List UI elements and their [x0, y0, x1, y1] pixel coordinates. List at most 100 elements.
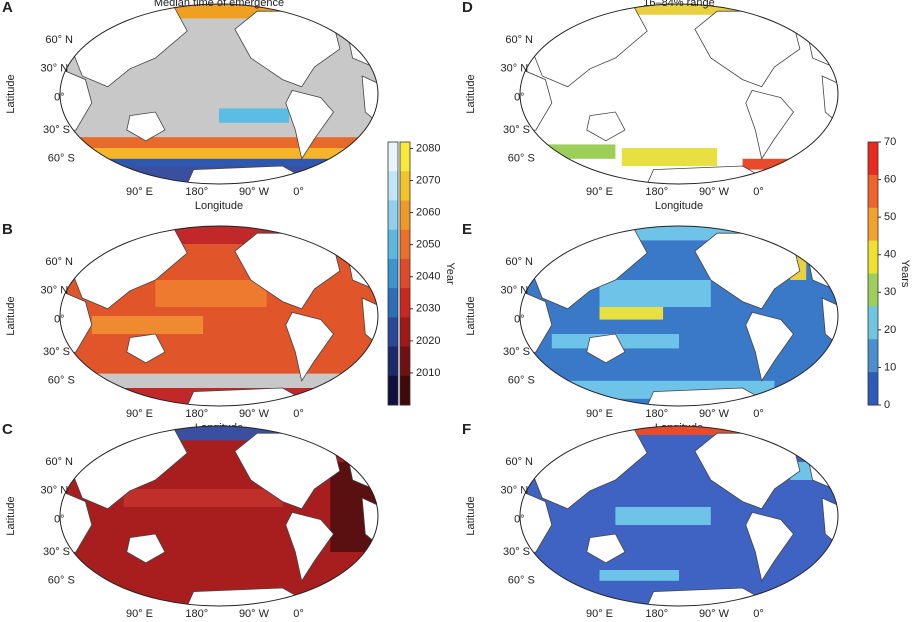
map-panel: A Median time of emergence 60° N 30° N 0° 30°…	[2, 0, 379, 212]
lon-tick-label: 90° E	[126, 608, 153, 617]
map	[60, 226, 378, 406]
colorbar-swatch	[868, 339, 878, 373]
colorbar-swatch	[868, 372, 878, 406]
colorbar-tick-label: 10	[884, 361, 896, 373]
colorbar-swatch	[400, 346, 410, 377]
colorbar-tick-label: 2040	[416, 271, 440, 283]
ocean-region	[599, 280, 711, 307]
lon-tick-label: 0°	[753, 608, 764, 617]
lat-tick-label: 30° N	[41, 285, 69, 297]
continent	[361, 297, 378, 346]
lon-tick-label: 90° W	[699, 408, 730, 420]
map	[520, 426, 838, 606]
y-axis-label: Latitude	[5, 296, 17, 335]
colorbar-tick-label: 0	[884, 399, 890, 411]
panel-title: Median time of emergence	[154, 0, 284, 9]
panel-label: A	[2, 0, 13, 16]
lon-tick-label: 90° W	[239, 608, 270, 617]
panel-label: C	[2, 421, 13, 438]
lat-tick-label: 0°	[54, 314, 65, 326]
ocean-region	[599, 307, 664, 320]
ocean-region	[60, 373, 378, 388]
x-axis-label: Longitude	[655, 200, 703, 212]
continent	[361, 75, 378, 124]
colorbar-label: Year	[444, 262, 456, 285]
lon-tick-label: 90° W	[699, 186, 730, 198]
ocean-region	[742, 158, 791, 170]
colorbar-swatch	[400, 258, 410, 289]
continent	[821, 75, 838, 124]
colorbar-swatch	[388, 200, 398, 231]
map-panel: E 60° N 30° N 0° 30° S 60° S 90° E 180° 90° W 0° L…	[462, 221, 839, 434]
continent	[60, 68, 93, 135]
colorbar: 2010 2020 2030 2040 2050 2060 2070 2080 Year	[387, 141, 456, 406]
colorbar-tick-label: 30	[884, 286, 896, 298]
lon-tick-label: 90° W	[239, 408, 270, 420]
ocean-region	[520, 226, 838, 241]
map-outline	[59, 225, 379, 407]
colorbar-tick-label: 2020	[416, 335, 440, 347]
colorbar-tick-label: 20	[884, 324, 896, 336]
lat-tick-label: 60° S	[48, 575, 75, 587]
lon-tick-label: 180°	[185, 186, 208, 198]
y-axis-label: Latitude	[5, 496, 17, 535]
lon-tick-label: 180°	[185, 608, 208, 617]
colorbar-tick-label: 2010	[416, 367, 440, 379]
lat-tick-label: 60° N	[45, 256, 73, 268]
ocean-region	[520, 4, 838, 15]
continent	[520, 490, 553, 557]
colorbar-tick-label: 60	[884, 173, 896, 185]
continent	[285, 311, 334, 382]
colorbar-swatch	[388, 171, 398, 201]
ocean-region	[621, 148, 718, 166]
map-panel: C 60° N 30° N 0° 30° S 60° S 90° E 180° 90° W 0° L…	[2, 421, 379, 622]
ocean-region	[123, 489, 283, 507]
ocean-region	[520, 426, 838, 435]
x-axis-label: Longitude	[195, 200, 243, 212]
lat-tick-label: 0°	[514, 514, 525, 526]
continent	[361, 497, 378, 546]
lat-tick-label: 0°	[514, 92, 525, 104]
colorbar-swatch	[388, 142, 398, 172]
lon-tick-label: 90° W	[239, 186, 270, 198]
lon-tick-label: 180°	[645, 408, 668, 420]
map	[60, 426, 378, 606]
lat-tick-label: 30° N	[41, 485, 69, 497]
lat-tick-label: 30° N	[501, 63, 529, 75]
map	[60, 4, 378, 184]
colorbar-swatch	[388, 317, 398, 348]
lat-tick-label: 30° S	[503, 346, 530, 358]
colorbar-label: Years	[899, 260, 911, 288]
lon-tick-label: 90° W	[699, 608, 730, 617]
lat-tick-label: 30° N	[41, 63, 69, 75]
lat-tick-label: 0°	[54, 92, 65, 104]
lat-tick-label: 60° N	[45, 34, 73, 46]
colorbar-swatch	[400, 288, 410, 318]
continent	[60, 490, 93, 557]
map	[520, 4, 838, 184]
lon-tick-label: 90° E	[586, 408, 613, 420]
colorbar-swatch	[868, 306, 878, 340]
colorbar-swatch	[388, 375, 398, 406]
lat-tick-label: 60° N	[505, 456, 533, 468]
colorbar: 0 10 20 30 40 50 60 70 Years	[867, 136, 911, 411]
colorbar-swatch	[388, 346, 398, 377]
continent	[520, 68, 553, 135]
y-axis-label: Latitude	[5, 74, 17, 113]
colorbar-tick-label: 2030	[416, 303, 440, 315]
ocean-region	[60, 148, 378, 161]
ocean-region	[599, 570, 679, 581]
colorbar-swatch	[868, 174, 878, 209]
continent	[285, 511, 334, 582]
lat-tick-label: 30° S	[43, 346, 70, 358]
lon-tick-label: 90° E	[586, 186, 613, 198]
lat-tick-label: 60° S	[48, 375, 75, 387]
colorbar-tick-label: 40	[884, 249, 896, 261]
lon-tick-label: 0°	[293, 408, 304, 420]
lat-tick-label: 30° S	[43, 546, 70, 558]
continent	[60, 290, 93, 357]
y-axis-label: Latitude	[465, 496, 477, 535]
lat-tick-label: 0°	[514, 314, 525, 326]
continent	[520, 290, 553, 357]
